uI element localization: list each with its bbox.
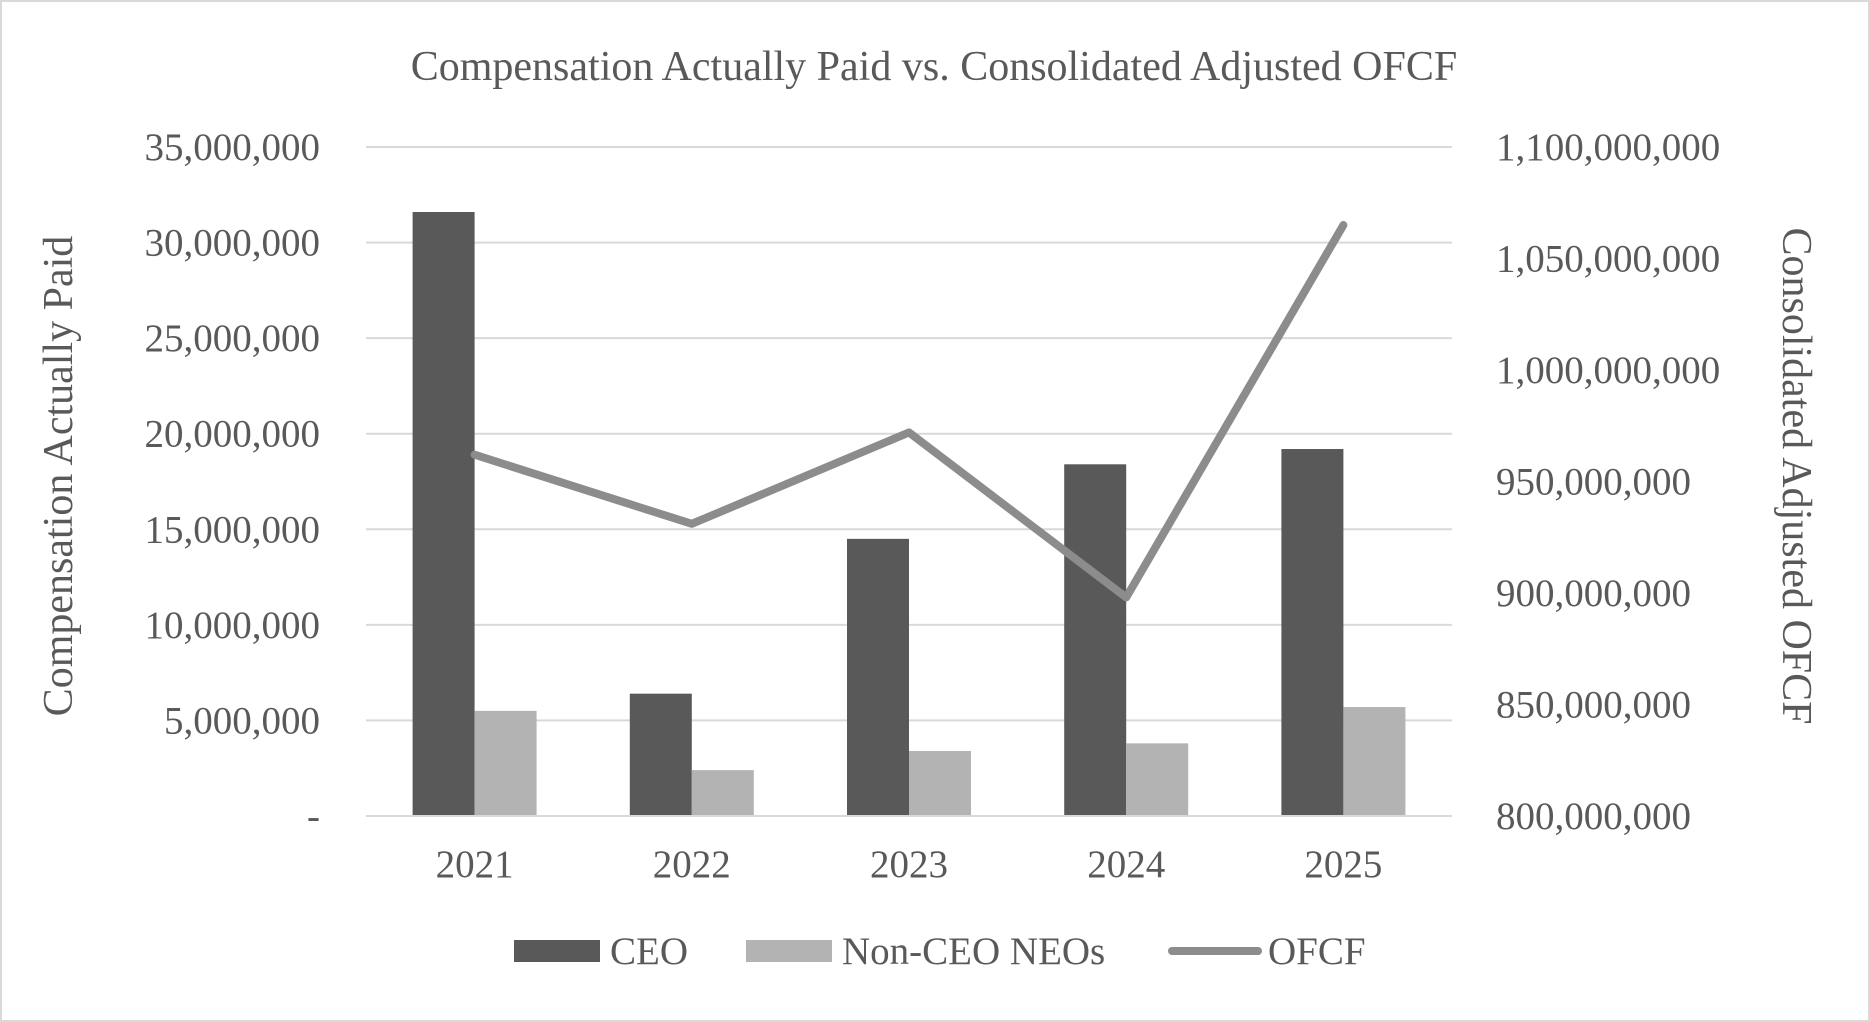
x-tick-label: 2021 (436, 843, 514, 886)
right-tick-label: 1,000,000,000 (1496, 349, 1720, 392)
x-tick-label: 2022 (653, 843, 731, 886)
right-axis-title: Consolidated Adjusted OFCF (1773, 227, 1819, 724)
right-tick-label: 850,000,000 (1496, 684, 1691, 727)
left-tick-label: - (307, 795, 320, 838)
left-tick-label: 15,000,000 (145, 508, 321, 551)
left-tick-label: 5,000,000 (164, 699, 320, 742)
right-tick-label: 1,100,000,000 (1496, 126, 1720, 169)
x-tick-label: 2025 (1304, 843, 1382, 886)
legend-ceo-label: CEO (610, 930, 688, 973)
ceo-bar (1281, 449, 1344, 816)
legend-ofcf-label: OFCF (1268, 930, 1366, 973)
non-ceo-neos-bar (1343, 707, 1406, 816)
x-axis-ticks: 2021 2022 2023 2024 2025 (436, 843, 1383, 886)
ceo-bar (1064, 464, 1127, 816)
left-axis-ticks: - 5,000,000 10,000,000 15,000,000 20,000,000… (145, 126, 321, 838)
non-ceo-neos-bar (691, 770, 754, 816)
ceo-bar (847, 538, 909, 816)
bars (412, 211, 1406, 816)
ceo-bar (629, 693, 692, 816)
left-tick-label: 20,000,000 (145, 413, 321, 456)
non-ceo-neos-bar (1126, 743, 1189, 816)
chart-title: Compensation Actually Paid vs. Consolida… (411, 44, 1458, 90)
right-tick-label: 1,050,000,000 (1496, 238, 1720, 281)
legend: CEO Non-CEO NEOs OFCF (514, 930, 1366, 973)
ofcf-line-layer (366, 221, 1452, 817)
right-tick-label: 900,000,000 (1496, 572, 1691, 615)
left-tick-label: 35,000,000 (145, 126, 321, 169)
left-tick-label: 10,000,000 (145, 604, 321, 647)
left-tick-label: 30,000,000 (145, 222, 321, 265)
x-tick-label: 2023 (870, 843, 948, 886)
x-tick-label: 2024 (1087, 843, 1165, 886)
ceo-bar (412, 211, 475, 816)
left-axis-title: Compensation Actually Paid (36, 236, 82, 717)
legend-ceo-swatch (514, 940, 600, 962)
non-ceo-neos-bar (909, 751, 971, 816)
right-axis-ticks: 800,000,000 850,000,000 900,000,000 950,000… (1496, 126, 1720, 838)
right-tick-label: 950,000,000 (1496, 461, 1691, 504)
left-tick-label: 25,000,000 (145, 317, 321, 360)
right-tick-label: 800,000,000 (1496, 795, 1691, 838)
legend-non-ceo-neos-label: Non-CEO NEOs (842, 930, 1105, 973)
legend-non-ceo-neos-swatch (746, 940, 832, 962)
ofcf-line (470, 221, 1348, 602)
non-ceo-neos-bar (474, 710, 537, 816)
